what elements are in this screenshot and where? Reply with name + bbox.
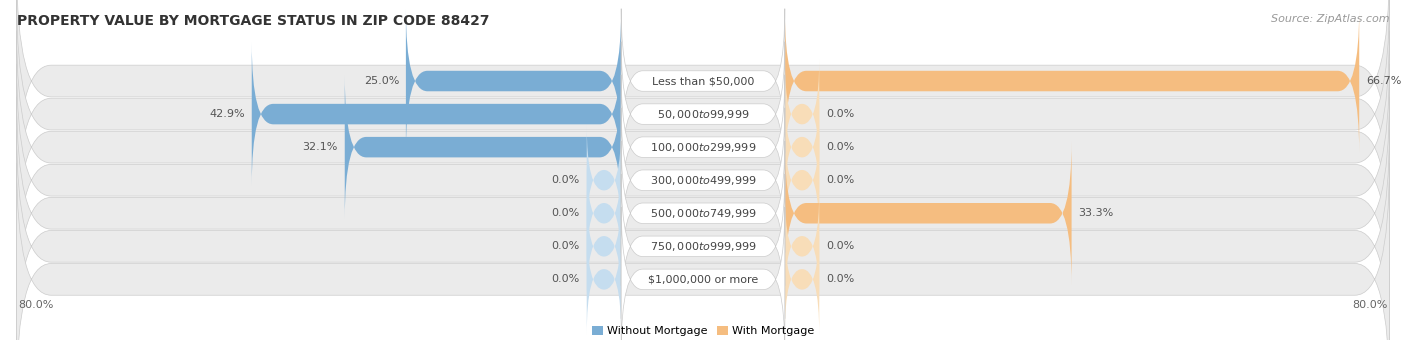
Legend: Without Mortgage, With Mortgage: Without Mortgage, With Mortgage: [592, 326, 814, 337]
FancyBboxPatch shape: [17, 130, 1389, 340]
Text: 0.0%: 0.0%: [827, 241, 855, 251]
FancyBboxPatch shape: [586, 190, 621, 302]
FancyBboxPatch shape: [406, 8, 621, 153]
FancyBboxPatch shape: [785, 91, 820, 203]
FancyBboxPatch shape: [344, 75, 621, 220]
Text: 0.0%: 0.0%: [827, 175, 855, 185]
Text: 0.0%: 0.0%: [551, 241, 579, 251]
FancyBboxPatch shape: [785, 58, 820, 170]
Text: 25.0%: 25.0%: [364, 76, 399, 86]
FancyBboxPatch shape: [621, 8, 785, 153]
Text: Source: ZipAtlas.com: Source: ZipAtlas.com: [1271, 14, 1389, 23]
Text: 0.0%: 0.0%: [551, 175, 579, 185]
Text: 42.9%: 42.9%: [209, 109, 245, 119]
FancyBboxPatch shape: [17, 163, 1389, 340]
FancyBboxPatch shape: [785, 190, 820, 302]
Text: Less than $50,000: Less than $50,000: [652, 76, 754, 86]
FancyBboxPatch shape: [785, 141, 1071, 286]
FancyBboxPatch shape: [621, 108, 785, 253]
Text: $1,000,000 or more: $1,000,000 or more: [648, 274, 758, 284]
Text: 0.0%: 0.0%: [551, 208, 579, 218]
Text: $300,000 to $499,999: $300,000 to $499,999: [650, 174, 756, 187]
FancyBboxPatch shape: [252, 42, 621, 186]
Text: $100,000 to $299,999: $100,000 to $299,999: [650, 141, 756, 154]
Text: 80.0%: 80.0%: [1353, 300, 1388, 310]
Text: 66.7%: 66.7%: [1367, 76, 1402, 86]
FancyBboxPatch shape: [785, 8, 1360, 153]
FancyBboxPatch shape: [621, 75, 785, 220]
Text: 33.3%: 33.3%: [1078, 208, 1114, 218]
Text: 0.0%: 0.0%: [827, 109, 855, 119]
Text: 0.0%: 0.0%: [827, 142, 855, 152]
Text: $750,000 to $999,999: $750,000 to $999,999: [650, 240, 756, 253]
Text: $50,000 to $99,999: $50,000 to $99,999: [657, 107, 749, 121]
FancyBboxPatch shape: [586, 157, 621, 269]
FancyBboxPatch shape: [621, 42, 785, 186]
FancyBboxPatch shape: [621, 174, 785, 319]
Text: 32.1%: 32.1%: [302, 142, 337, 152]
FancyBboxPatch shape: [17, 0, 1389, 231]
FancyBboxPatch shape: [621, 141, 785, 286]
Text: PROPERTY VALUE BY MORTGAGE STATUS IN ZIP CODE 88427: PROPERTY VALUE BY MORTGAGE STATUS IN ZIP…: [17, 14, 489, 28]
Text: 0.0%: 0.0%: [551, 274, 579, 284]
Text: $500,000 to $749,999: $500,000 to $749,999: [650, 207, 756, 220]
FancyBboxPatch shape: [785, 223, 820, 335]
FancyBboxPatch shape: [586, 124, 621, 236]
FancyBboxPatch shape: [621, 207, 785, 340]
FancyBboxPatch shape: [785, 124, 820, 236]
FancyBboxPatch shape: [17, 0, 1389, 198]
Text: 80.0%: 80.0%: [18, 300, 53, 310]
FancyBboxPatch shape: [586, 223, 621, 335]
FancyBboxPatch shape: [17, 31, 1389, 264]
FancyBboxPatch shape: [17, 64, 1389, 296]
Text: 0.0%: 0.0%: [827, 274, 855, 284]
FancyBboxPatch shape: [17, 97, 1389, 329]
